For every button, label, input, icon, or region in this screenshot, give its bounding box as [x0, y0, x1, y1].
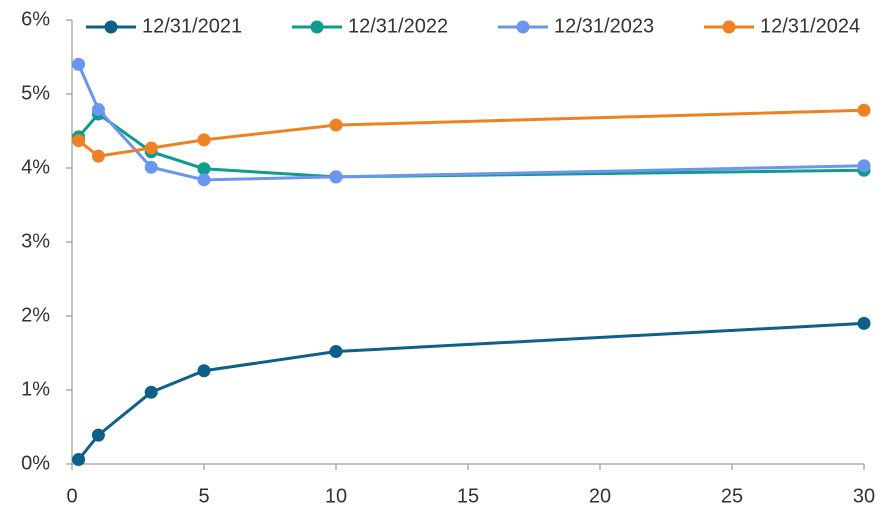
- data-point: [857, 159, 871, 173]
- data-point: [91, 103, 105, 117]
- x-tick-label: 0: [66, 485, 77, 507]
- series-line: [77, 321, 865, 461]
- data-point: [329, 170, 343, 184]
- data-point: [197, 133, 211, 147]
- data-point: [329, 118, 343, 132]
- y-tick-label: 6%: [21, 8, 50, 30]
- y-tick-label: 4%: [21, 156, 50, 178]
- data-point: [91, 149, 105, 163]
- data-point: [144, 385, 158, 399]
- data-point: [144, 160, 158, 174]
- y-tick-label: 2%: [21, 304, 50, 326]
- data-point: [197, 162, 211, 176]
- y-tick-label: 1%: [21, 378, 50, 400]
- x-tick-label: 5: [198, 485, 209, 507]
- data-point: [329, 345, 343, 359]
- data-point: [91, 428, 105, 442]
- legend-label: 12/31/2022: [348, 15, 448, 37]
- x-tick-label: 20: [589, 485, 611, 507]
- y-tick-label: 5%: [21, 82, 50, 104]
- legend-label: 12/31/2023: [554, 15, 654, 37]
- legend-marker: [104, 20, 118, 34]
- data-point: [857, 316, 871, 330]
- legend-marker: [516, 20, 530, 34]
- data-point: [72, 57, 86, 71]
- data-point: [72, 134, 86, 148]
- series-line: [77, 63, 865, 182]
- x-tick-label: 10: [325, 485, 347, 507]
- x-tick-label: 30: [853, 485, 875, 507]
- data-point: [72, 453, 86, 467]
- x-tick-label: 15: [457, 485, 479, 507]
- data-point: [197, 173, 211, 187]
- legend-marker: [310, 20, 324, 34]
- data-point: [144, 141, 158, 155]
- y-tick-label: 3%: [21, 230, 50, 252]
- legend-label: 12/31/2021: [142, 15, 242, 37]
- data-point: [197, 364, 211, 378]
- series-line: [77, 108, 865, 158]
- y-tick-label: 0%: [21, 452, 50, 474]
- x-tick-label: 25: [721, 485, 743, 507]
- legend-marker: [722, 20, 736, 34]
- legend-label: 12/31/2024: [760, 15, 860, 37]
- data-point: [857, 103, 871, 117]
